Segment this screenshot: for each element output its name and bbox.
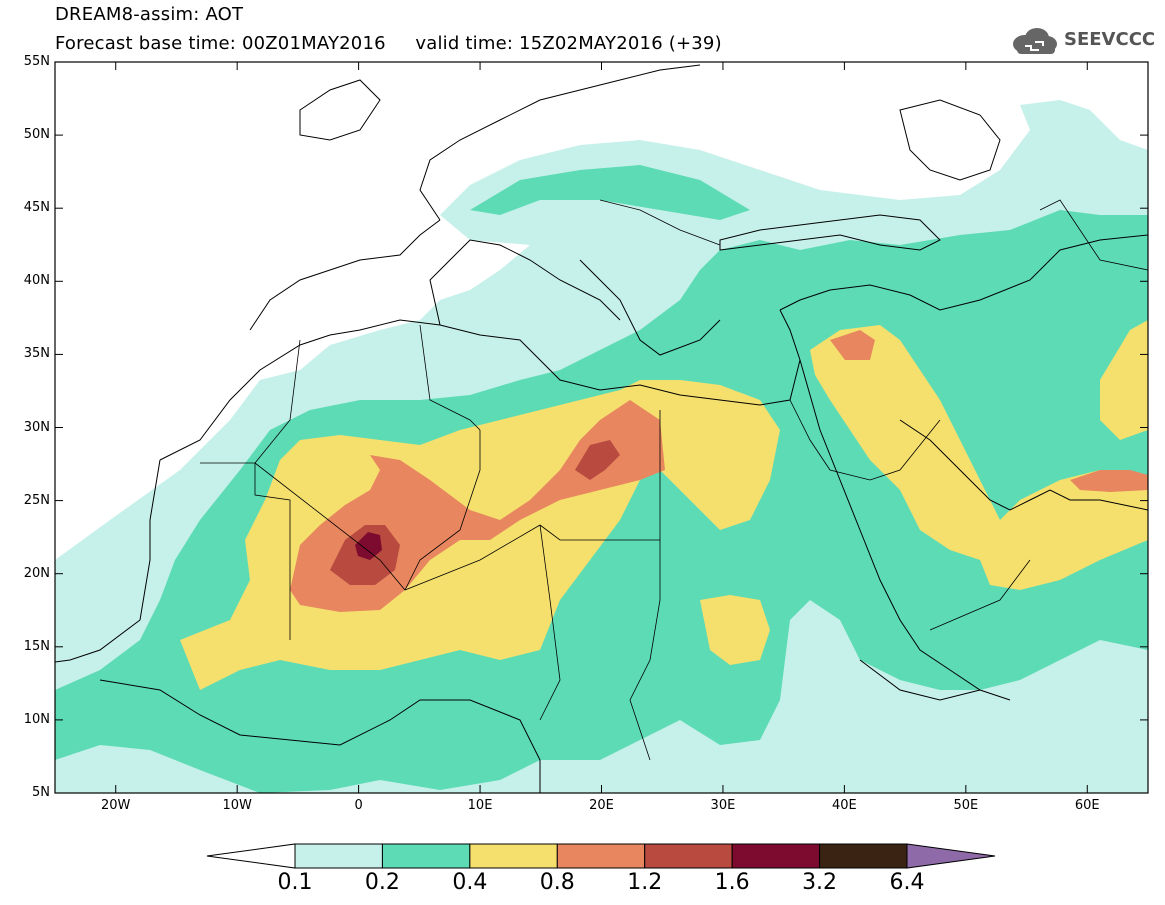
lat-tick-label: 5N	[32, 785, 50, 800]
colorbar-swatch	[644, 843, 733, 869]
lon-tick-label: 60E	[1074, 798, 1100, 813]
colorbar-label: 0.4	[452, 870, 488, 895]
colorbar-swatch	[556, 843, 646, 869]
colorbar-label: 0.2	[364, 870, 400, 895]
lon-tick-label: 20E	[589, 798, 614, 813]
lat-tick-label: 50N	[23, 127, 50, 143]
colorbar-swatch	[731, 843, 821, 869]
aot-0.2-band-north	[470, 165, 750, 220]
aot-1.2-band-libya	[575, 440, 620, 480]
lon-tick-label: 0	[354, 798, 363, 813]
logo-text: SEEVCCC	[1064, 29, 1156, 50]
colorbar-label: 1.2	[627, 870, 663, 895]
cloud-icon	[1013, 28, 1057, 54]
lat-tick-label: 10N	[23, 711, 50, 727]
colorbar-swatch	[469, 843, 558, 869]
colorbar-label: 6.4	[889, 870, 925, 895]
lat-tick-label: 35N	[23, 346, 50, 362]
colorbar-swatch	[819, 843, 908, 869]
colorbar-max-arrow	[906, 843, 996, 869]
lat-tick-label: 25N	[23, 492, 50, 508]
lon-tick-label: 30E	[710, 798, 736, 813]
axis-ticks	[55, 61, 1148, 794]
forecast-time-line: Forecast base time: 00Z01MAY2016 valid t…	[55, 33, 722, 54]
lat-tick-label: 15N	[23, 638, 50, 654]
lat-tick-label: 20N	[23, 565, 50, 581]
lat-tick-label: 45N	[23, 200, 50, 216]
lon-tick-label: 10E	[467, 798, 493, 813]
lat-tick-label: 55N	[23, 54, 50, 69]
chart-title: DREAM8-assim: AOT	[55, 4, 244, 25]
colorbar-min-arrow	[206, 843, 296, 869]
colorbar-label: 0.8	[539, 870, 575, 895]
seevccc-logo: SEEVCCC	[1009, 26, 1155, 56]
coastlines	[55, 64, 1148, 793]
colorbar-swatch	[294, 843, 383, 869]
aot-0.4-band-arabia	[700, 595, 770, 665]
aot-0.4-band-east	[810, 325, 1148, 590]
colorbar-label: 1.6	[714, 870, 750, 895]
colorbar-swatch	[381, 843, 471, 869]
lon-tick-label: 10W	[222, 798, 252, 813]
lon-tick-label: 40E	[831, 798, 857, 813]
lon-tick-label: 20W	[101, 798, 131, 813]
aot-0.8-band-iraq	[830, 330, 875, 360]
aot-0.4-band-iran	[1100, 320, 1148, 440]
aot-0.8-band-gulf	[1070, 470, 1148, 492]
lon-tick-label: 50E	[953, 798, 979, 813]
colorbar-label: 0.1	[277, 870, 313, 895]
aot-1.6-band	[355, 532, 382, 560]
lat-tick-label: 40N	[23, 273, 50, 289]
lat-tick-label: 30N	[23, 419, 50, 435]
aot-field	[55, 62, 1148, 793]
borders	[200, 199, 1148, 761]
colorbar-label: 3.2	[802, 870, 838, 895]
